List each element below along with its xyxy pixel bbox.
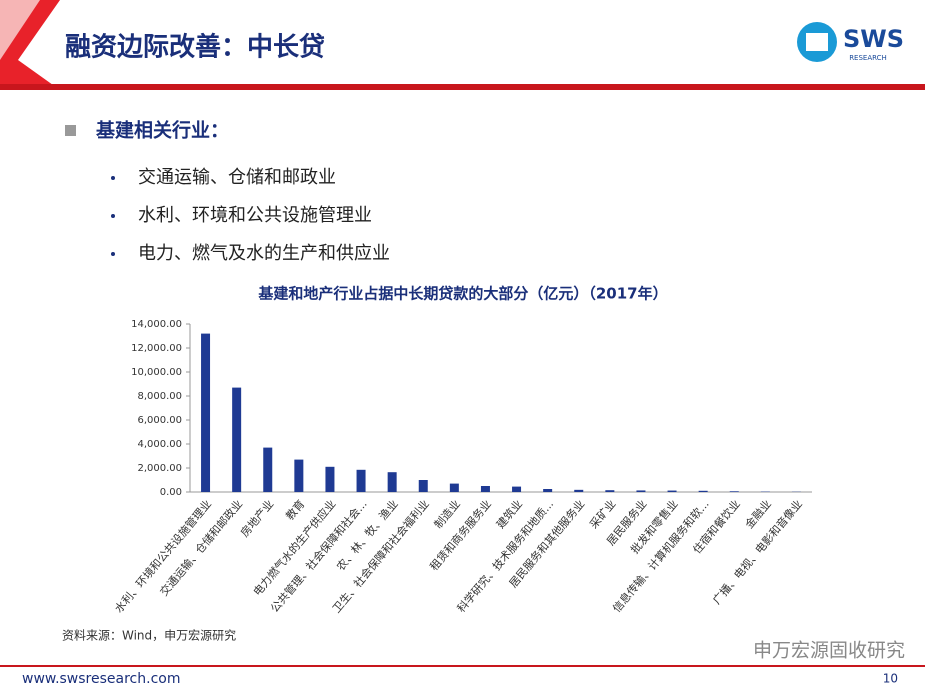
- bar: [574, 489, 584, 492]
- bar: [698, 490, 708, 492]
- y-tick-label: 14,000.00: [131, 319, 182, 330]
- x-tick-label: 建筑业: [493, 497, 525, 531]
- footer-rule: [0, 665, 925, 667]
- chart-title: 基建和地产行业占据中长期贷款的大部分（亿元）（2017年）: [257, 285, 667, 303]
- bar: [294, 459, 304, 492]
- x-tick-label: 房地产业: [237, 497, 276, 540]
- bar: [356, 469, 366, 492]
- bullet-text: 交通运输、仓储和邮政业: [138, 167, 336, 188]
- y-tick-label: 0.00: [160, 487, 182, 498]
- y-tick-label: 6,000.00: [137, 415, 182, 426]
- bar: [667, 490, 677, 492]
- slide-title: 融资边际改善：中长贷: [65, 32, 325, 63]
- bar: [605, 490, 615, 492]
- source-note: 资料来源：Wind，申万宏源研究: [62, 628, 236, 643]
- page-number: 10: [883, 672, 898, 686]
- header-accent-light: [0, 0, 40, 60]
- x-tick-label: 采矿业: [587, 498, 618, 532]
- bar: [512, 486, 522, 492]
- header-rule: [0, 84, 925, 90]
- footer-url: www.swsresearch.com: [22, 671, 180, 687]
- chart: 0.00 2,000.00 4,000.00 6,000.00 8,000.00 10,0…: [112, 319, 812, 615]
- y-tick-label: 2,000.00: [137, 463, 182, 474]
- bullet-dot: [111, 252, 115, 256]
- x-tick-label: 金融业: [742, 497, 774, 531]
- bullet-dot: [111, 176, 115, 180]
- bullet-text: 水利、环境和公共设施管理业: [138, 205, 372, 226]
- bar: [387, 472, 397, 492]
- bar: [263, 447, 273, 492]
- x-tick-label: 制造业: [431, 497, 463, 531]
- bar: [729, 491, 739, 492]
- bar: [543, 489, 553, 492]
- watermark: 申万宏源固收研究: [753, 640, 905, 662]
- logo-subtext: RESEARCH: [849, 54, 887, 62]
- bar: [232, 387, 242, 492]
- logo-mark-inner: [806, 33, 828, 51]
- bar: [325, 466, 335, 492]
- y-tick-label: 4,000.00: [137, 439, 182, 450]
- bullet-text: 电力、燃气及水的生产和供应业: [138, 243, 390, 264]
- bar: [418, 480, 428, 492]
- section-title: 基建相关行业：: [95, 119, 229, 142]
- bar: [636, 490, 646, 492]
- y-tick-label: 10,000.00: [131, 367, 182, 378]
- y-tick-label: 12,000.00: [131, 343, 182, 354]
- logo-text: SWS: [843, 25, 904, 53]
- bar: [449, 483, 459, 492]
- y-tick-label: 8,000.00: [137, 391, 182, 402]
- section-marker: [65, 125, 76, 136]
- bar: [480, 486, 490, 492]
- x-tick-label: 教育: [283, 497, 308, 523]
- bullet-dot: [111, 214, 115, 218]
- bar: [201, 333, 211, 492]
